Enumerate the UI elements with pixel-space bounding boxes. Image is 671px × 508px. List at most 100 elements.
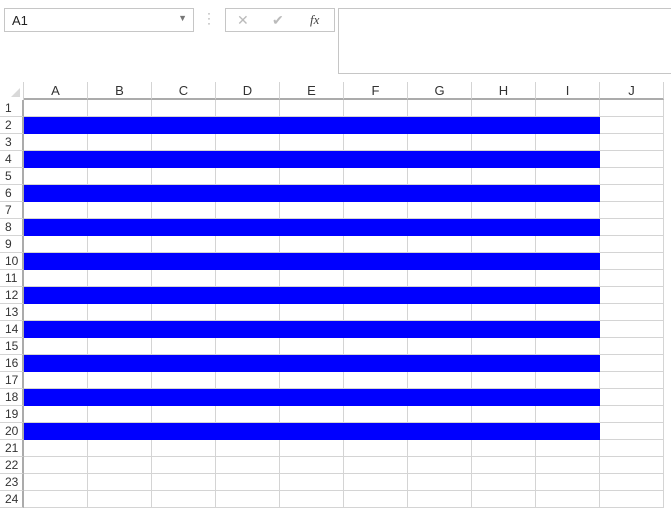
cell-E15[interactable] xyxy=(280,338,344,355)
cell-I21[interactable] xyxy=(536,440,600,457)
cell-E16[interactable] xyxy=(280,355,344,372)
cell-I5[interactable] xyxy=(536,168,600,185)
cell-C6[interactable] xyxy=(152,185,216,202)
cell-A4[interactable] xyxy=(24,151,88,168)
cell-H18[interactable] xyxy=(472,389,536,406)
column-header-E[interactable]: E xyxy=(280,82,344,100)
cell-D12[interactable] xyxy=(216,287,280,304)
cell-A2[interactable] xyxy=(24,117,88,134)
cell-E7[interactable] xyxy=(280,202,344,219)
cell-J6[interactable] xyxy=(600,185,664,202)
cell-J21[interactable] xyxy=(600,440,664,457)
cell-J13[interactable] xyxy=(600,304,664,321)
cell-H19[interactable] xyxy=(472,406,536,423)
cell-C8[interactable] xyxy=(152,219,216,236)
cell-F2[interactable] xyxy=(344,117,408,134)
cell-F4[interactable] xyxy=(344,151,408,168)
cell-A12[interactable] xyxy=(24,287,88,304)
cell-E3[interactable] xyxy=(280,134,344,151)
cell-I4[interactable] xyxy=(536,151,600,168)
cell-A18[interactable] xyxy=(24,389,88,406)
cell-H21[interactable] xyxy=(472,440,536,457)
cell-B20[interactable] xyxy=(88,423,152,440)
cell-I1[interactable] xyxy=(536,100,600,117)
cell-A17[interactable] xyxy=(24,372,88,389)
cell-D23[interactable] xyxy=(216,474,280,491)
cell-F10[interactable] xyxy=(344,253,408,270)
cell-B24[interactable] xyxy=(88,491,152,508)
cell-H4[interactable] xyxy=(472,151,536,168)
cell-A22[interactable] xyxy=(24,457,88,474)
cell-J15[interactable] xyxy=(600,338,664,355)
cell-D20[interactable] xyxy=(216,423,280,440)
cell-I10[interactable] xyxy=(536,253,600,270)
cell-E13[interactable] xyxy=(280,304,344,321)
cell-H5[interactable] xyxy=(472,168,536,185)
cell-G13[interactable] xyxy=(408,304,472,321)
cell-C12[interactable] xyxy=(152,287,216,304)
cell-D3[interactable] xyxy=(216,134,280,151)
cell-B7[interactable] xyxy=(88,202,152,219)
row-header-3[interactable]: 3 xyxy=(0,134,24,151)
cell-C10[interactable] xyxy=(152,253,216,270)
cell-D2[interactable] xyxy=(216,117,280,134)
cell-I2[interactable] xyxy=(536,117,600,134)
cell-A6[interactable] xyxy=(24,185,88,202)
row-header-12[interactable]: 12 xyxy=(0,287,24,304)
cell-C1[interactable] xyxy=(152,100,216,117)
cell-G3[interactable] xyxy=(408,134,472,151)
cell-G17[interactable] xyxy=(408,372,472,389)
cell-F15[interactable] xyxy=(344,338,408,355)
cell-E18[interactable] xyxy=(280,389,344,406)
row-header-13[interactable]: 13 xyxy=(0,304,24,321)
cell-B12[interactable] xyxy=(88,287,152,304)
cell-I15[interactable] xyxy=(536,338,600,355)
cell-G21[interactable] xyxy=(408,440,472,457)
cell-A3[interactable] xyxy=(24,134,88,151)
row-header-11[interactable]: 11 xyxy=(0,270,24,287)
cell-H12[interactable] xyxy=(472,287,536,304)
cell-H11[interactable] xyxy=(472,270,536,287)
row-header-14[interactable]: 14 xyxy=(0,321,24,338)
cell-D15[interactable] xyxy=(216,338,280,355)
cell-J4[interactable] xyxy=(600,151,664,168)
cell-D18[interactable] xyxy=(216,389,280,406)
cell-G19[interactable] xyxy=(408,406,472,423)
column-header-I[interactable]: I xyxy=(536,82,600,100)
cell-B17[interactable] xyxy=(88,372,152,389)
cell-J16[interactable] xyxy=(600,355,664,372)
cell-C4[interactable] xyxy=(152,151,216,168)
cell-I16[interactable] xyxy=(536,355,600,372)
cell-F18[interactable] xyxy=(344,389,408,406)
cell-I22[interactable] xyxy=(536,457,600,474)
cell-B21[interactable] xyxy=(88,440,152,457)
cell-I8[interactable] xyxy=(536,219,600,236)
row-header-23[interactable]: 23 xyxy=(0,474,24,491)
cell-G20[interactable] xyxy=(408,423,472,440)
cell-B3[interactable] xyxy=(88,134,152,151)
cell-I13[interactable] xyxy=(536,304,600,321)
cell-I14[interactable] xyxy=(536,321,600,338)
cell-G4[interactable] xyxy=(408,151,472,168)
cell-H24[interactable] xyxy=(472,491,536,508)
cell-J7[interactable] xyxy=(600,202,664,219)
row-header-17[interactable]: 17 xyxy=(0,372,24,389)
cell-E6[interactable] xyxy=(280,185,344,202)
cell-C3[interactable] xyxy=(152,134,216,151)
cell-F22[interactable] xyxy=(344,457,408,474)
cell-A7[interactable] xyxy=(24,202,88,219)
cell-F12[interactable] xyxy=(344,287,408,304)
cell-E20[interactable] xyxy=(280,423,344,440)
cell-G2[interactable] xyxy=(408,117,472,134)
row-header-15[interactable]: 15 xyxy=(0,338,24,355)
check-icon[interactable]: ✔ xyxy=(272,12,284,28)
cell-I6[interactable] xyxy=(536,185,600,202)
cell-B4[interactable] xyxy=(88,151,152,168)
row-header-6[interactable]: 6 xyxy=(0,185,24,202)
cell-A21[interactable] xyxy=(24,440,88,457)
cell-G10[interactable] xyxy=(408,253,472,270)
cell-D1[interactable] xyxy=(216,100,280,117)
cell-B1[interactable] xyxy=(88,100,152,117)
cell-D5[interactable] xyxy=(216,168,280,185)
cell-I20[interactable] xyxy=(536,423,600,440)
